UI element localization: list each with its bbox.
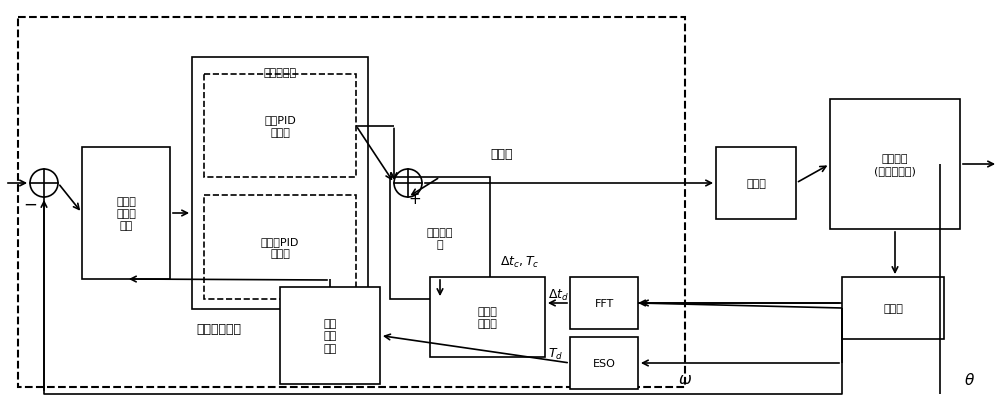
Text: 敏感器: 敏感器 — [883, 303, 903, 313]
Bar — [830, 100, 960, 230]
Bar — [18, 18, 685, 387]
Bar — [570, 337, 638, 389]
Text: FFT: FFT — [594, 298, 614, 308]
Text: 反馈控制律: 反馈控制律 — [263, 68, 297, 78]
Text: −: − — [23, 196, 37, 213]
Text: 前馈控制
律: 前馈控制 律 — [427, 227, 453, 249]
Text: $\omega$: $\omega$ — [678, 371, 692, 386]
Bar — [82, 148, 170, 279]
Text: 高增益PID
控制律: 高增益PID 控制律 — [261, 236, 299, 258]
Bar — [204, 196, 356, 299]
Text: $\theta$: $\theta$ — [964, 371, 976, 387]
Text: 模糊
逻辑
系统: 模糊 逻辑 系统 — [323, 318, 337, 353]
Text: $\Delta t_c,T_c$: $\Delta t_c,T_c$ — [500, 254, 539, 269]
Text: 反馈控
制调度
模块: 反馈控 制调度 模块 — [116, 196, 136, 231]
Bar — [192, 58, 368, 309]
Bar — [204, 75, 356, 177]
Text: 前馈补偿标志: 前馈补偿标志 — [196, 323, 241, 336]
Text: 执行器: 执行器 — [746, 179, 766, 189]
Bar — [716, 148, 796, 220]
Text: +: + — [409, 192, 421, 207]
Bar — [570, 277, 638, 329]
Text: 被控对象
(卫星动力学): 被控对象 (卫星动力学) — [874, 153, 916, 176]
Bar — [280, 287, 380, 384]
Text: 等效补
偿计算: 等效补 偿计算 — [478, 306, 497, 328]
Text: 常规PID
控制律: 常规PID 控制律 — [264, 115, 296, 137]
Bar — [430, 277, 545, 357]
Text: $T_d$: $T_d$ — [548, 345, 563, 361]
Text: ESO: ESO — [593, 358, 615, 368]
Text: $\Delta t_d$: $\Delta t_d$ — [548, 287, 569, 302]
Bar — [842, 277, 944, 339]
Bar — [390, 177, 490, 299]
Text: 控制量: 控制量 — [490, 148, 512, 161]
